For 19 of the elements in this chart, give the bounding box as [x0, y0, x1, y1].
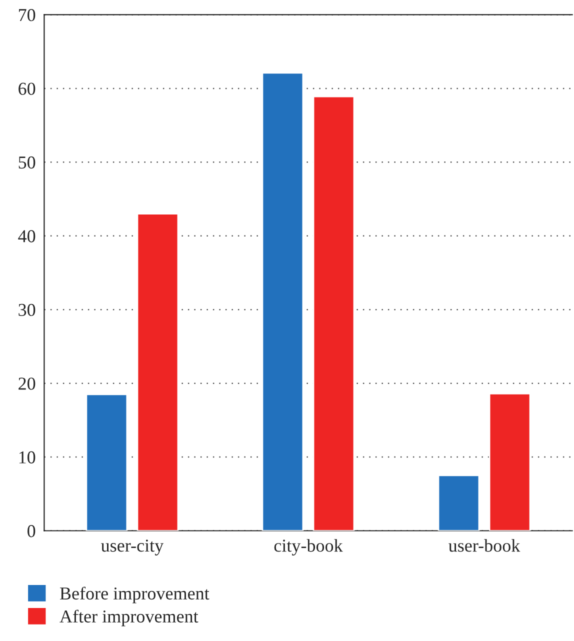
- x-tick-label: user-city: [101, 540, 164, 556]
- y-tick-label: 10: [19, 451, 36, 464]
- bar: [488, 392, 531, 531]
- bar: [136, 213, 179, 531]
- y-tick-label: 20: [18, 378, 36, 390]
- x-tick-label: city-book: [274, 539, 343, 556]
- bar: [262, 72, 304, 531]
- bar: [312, 96, 355, 531]
- y-tick-label: 40: [18, 230, 36, 242]
- y-tick-label: 50: [18, 156, 36, 169]
- legend-label: Before improvement: [60, 586, 210, 604]
- bar: [86, 394, 128, 531]
- y-tick-label: 60: [18, 82, 36, 95]
- legend-label: After improvement: [60, 610, 198, 626]
- bar: [438, 474, 480, 531]
- y-tick-label: 70: [19, 9, 36, 22]
- y-tick-label: 0: [28, 525, 36, 538]
- x-tick-label: user-book: [448, 539, 520, 552]
- y-tick-label: 30: [18, 304, 36, 316]
